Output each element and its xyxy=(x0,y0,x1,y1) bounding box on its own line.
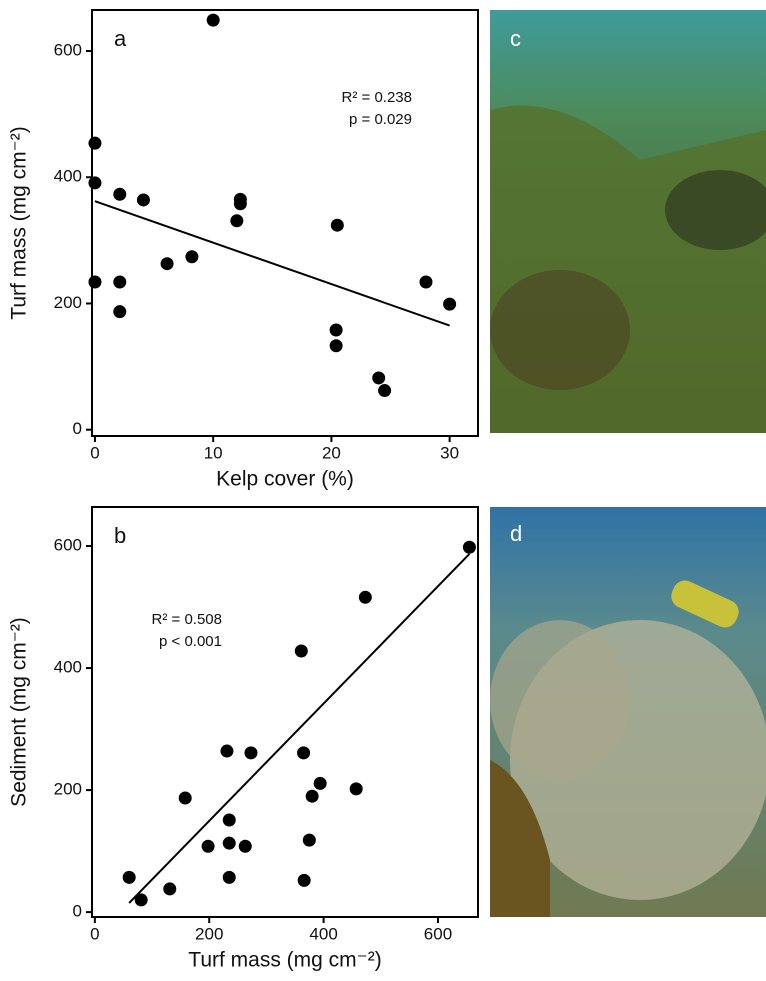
point xyxy=(239,840,252,853)
axes-frame xyxy=(92,10,478,436)
point xyxy=(330,323,343,336)
point xyxy=(223,813,236,826)
point xyxy=(330,339,343,352)
point xyxy=(163,882,176,895)
point xyxy=(378,384,391,397)
figure: c d 0 10 20 30 0 200 400 600 Kelp cover (%) Turf … xyxy=(0,0,766,981)
y-tick-label: 400 xyxy=(54,658,82,677)
point xyxy=(314,777,327,790)
x-tick-label: 10 xyxy=(204,443,223,462)
point xyxy=(295,644,308,657)
x-axis-title: Turf mass (mg cm⁻²) xyxy=(188,949,381,972)
fit-line xyxy=(129,554,469,903)
photo-label: d xyxy=(510,521,522,546)
point xyxy=(298,874,311,887)
point xyxy=(113,305,126,318)
point xyxy=(331,219,344,232)
point xyxy=(88,176,101,189)
point xyxy=(306,790,319,803)
y-tick-label: 0 xyxy=(73,902,82,921)
y-tick-label: 0 xyxy=(73,419,82,438)
point xyxy=(123,871,136,884)
point xyxy=(179,792,192,805)
y-tick-label: 400 xyxy=(54,167,82,186)
point xyxy=(303,834,316,847)
point xyxy=(207,14,220,27)
point xyxy=(297,746,310,759)
x-tick-label: 0 xyxy=(90,443,99,462)
photo-label: c xyxy=(510,26,521,51)
x-tick-label: 400 xyxy=(309,924,337,943)
annotation: p = 0.029 xyxy=(349,111,412,128)
y-tick-label: 200 xyxy=(54,780,82,799)
point xyxy=(220,745,233,758)
point xyxy=(419,276,432,289)
panel-label: a xyxy=(114,26,127,51)
point xyxy=(234,197,247,210)
point xyxy=(443,298,456,311)
photo-c: c xyxy=(490,10,766,433)
y-tick-label: 600 xyxy=(54,41,82,60)
point xyxy=(223,837,236,850)
x-tick-label: 200 xyxy=(195,924,223,943)
x-tick-label: 20 xyxy=(322,443,341,462)
y-axis-title: Sediment (mg cm⁻²) xyxy=(8,617,31,807)
y-axis-title: Turf mass (mg cm⁻²) xyxy=(8,126,31,319)
photo-d: d xyxy=(490,507,766,917)
x-tick-label: 30 xyxy=(440,443,459,462)
point xyxy=(223,871,236,884)
annotation: p < 0.001 xyxy=(159,633,222,650)
point xyxy=(137,193,150,206)
point xyxy=(113,276,126,289)
y-tick-label: 200 xyxy=(54,293,82,312)
point xyxy=(230,214,243,227)
point xyxy=(161,257,174,270)
point xyxy=(113,188,126,201)
y-tick-label: 600 xyxy=(54,536,82,555)
annotation: R² = 0.508 xyxy=(152,611,222,628)
x-tick-label: 600 xyxy=(424,924,452,943)
axes-frame xyxy=(92,507,478,917)
point xyxy=(135,893,148,906)
point xyxy=(350,782,363,795)
fit-line xyxy=(95,201,450,325)
x-axis-title: Kelp cover (%) xyxy=(216,468,354,491)
point xyxy=(359,591,372,604)
point xyxy=(463,541,476,554)
point xyxy=(88,137,101,150)
point xyxy=(202,840,215,853)
point xyxy=(185,250,198,263)
point xyxy=(88,276,101,289)
x-tick-label: 0 xyxy=(90,924,99,943)
point xyxy=(244,746,257,759)
point xyxy=(372,371,385,384)
annotation: R² = 0.238 xyxy=(342,89,412,106)
panel-label: b xyxy=(114,523,126,548)
